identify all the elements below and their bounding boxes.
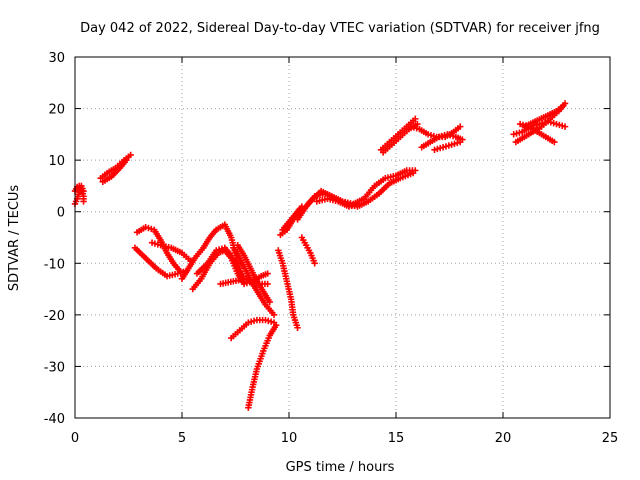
data-track-18 (298, 234, 318, 267)
data-track-12 (234, 242, 273, 306)
data-point (356, 200, 363, 208)
data-point (412, 167, 419, 174)
y-tick-label: 10 (48, 154, 65, 169)
plot-frame (74, 56, 611, 419)
data-track-23 (379, 120, 421, 156)
data-point (80, 187, 87, 195)
y-tick-label: 30 (48, 51, 65, 66)
data-track-13 (228, 316, 278, 342)
data-point (272, 321, 280, 329)
data-point (294, 324, 301, 331)
data-track-26 (431, 138, 464, 154)
data-point (270, 311, 278, 319)
data-track-30 (521, 102, 567, 130)
y-tick-label: 20 (48, 103, 65, 118)
y-axis-title: SDTVAR / TECUs (7, 185, 22, 292)
data-point (551, 138, 558, 146)
x-tick-label: 5 (178, 431, 186, 446)
y-tick-label: -10 (44, 257, 65, 272)
data-point (559, 102, 567, 110)
y-tick-label: -20 (44, 309, 65, 324)
tick-labels: 0 5 10 15 20 25 30 20 10 0 -10 -20 -30 -40 (44, 51, 619, 446)
data-point (311, 260, 318, 267)
x-tick-label: 0 (71, 431, 79, 446)
data-point (127, 151, 134, 159)
data-point (264, 280, 271, 288)
x-tick-label: 10 (281, 431, 298, 446)
data-point (457, 138, 464, 146)
y-tick-label: 0 (57, 206, 65, 221)
data-point (412, 115, 419, 123)
data-point (80, 198, 87, 205)
data-point (123, 156, 130, 164)
data-track-4 (131, 244, 190, 280)
data-point (176, 267, 184, 275)
data-track-15 (275, 247, 301, 331)
x-axis-title: GPS time / hours (286, 460, 395, 475)
data-track-11 (230, 244, 278, 319)
y-tick-label: -30 (44, 360, 65, 375)
data-track-21 (313, 195, 363, 210)
data-track-3 (99, 156, 130, 186)
x-tick-label: 15 (388, 431, 405, 446)
data-track-9 (193, 244, 248, 282)
y-tick-label: -40 (44, 412, 65, 427)
data-track-14 (245, 321, 280, 411)
grid-lines (75, 57, 610, 418)
x-tick-label: 25 (602, 431, 619, 446)
data-point (264, 270, 271, 277)
data-markers (71, 100, 569, 411)
x-tick-label: 20 (495, 431, 512, 446)
data-point (457, 123, 464, 130)
data-track-5 (133, 223, 184, 275)
data-point (561, 123, 569, 130)
chart-title: Day 042 of 2022, Sidereal Day-to-day VTE… (80, 21, 600, 36)
data-point (266, 298, 273, 306)
